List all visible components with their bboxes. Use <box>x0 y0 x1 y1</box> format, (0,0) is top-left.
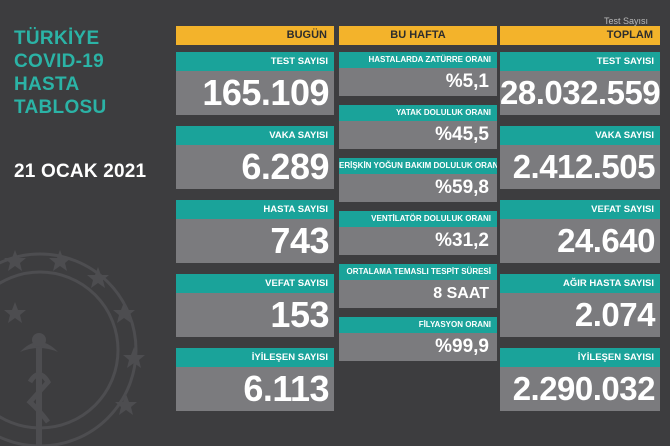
total-case-card: VAKA SAYISI 2.412.505 <box>500 126 660 189</box>
week-ventilator-card: VENTİLATÖR DOLULUK ORANI %31,2 <box>339 211 497 255</box>
today-test-card: TEST SAYISI 165.109 <box>176 52 334 115</box>
card-label: TEST SAYISI <box>500 52 660 71</box>
total-severe-card: AĞIR HASTA SAYISI 2.074 <box>500 274 660 337</box>
today-case-card: VAKA SAYISI 6.289 <box>176 126 334 189</box>
card-value: 8 SAAT <box>339 280 497 308</box>
card-label: VAKA SAYISI <box>176 126 334 145</box>
card-value: 165.109 <box>176 71 334 115</box>
card-value: %45,5 <box>339 121 497 149</box>
today-patient-card: HASTA SAYISI 743 <box>176 200 334 263</box>
card-label: VAKA SAYISI <box>500 126 660 145</box>
page-title: TÜRKİYE COVID-19 HASTA TABLOSU <box>14 27 107 119</box>
card-value: 153 <box>176 293 334 337</box>
total-header: TOPLAM <box>500 26 660 45</box>
today-recovered-card: İYİLEŞEN SAYISI 6.113 <box>176 348 334 411</box>
card-label: HASTALARDA ZATÜRRE ORANI <box>339 52 497 68</box>
card-value: %5,1 <box>339 68 497 96</box>
card-value: 28.032.559 <box>500 71 661 115</box>
today-header: BUGÜN <box>176 26 334 45</box>
card-label: İYİLEŞEN SAYISI <box>500 348 660 367</box>
today-column: BUGÜN TEST SAYISI 165.109 VAKA SAYISI 6.… <box>176 26 334 422</box>
card-value: 743 <box>176 219 334 263</box>
total-recovered-card: İYİLEŞEN SAYISI 2.290.032 <box>500 348 660 411</box>
card-value: %59,8 <box>339 174 497 202</box>
card-value: 2.074 <box>500 293 660 337</box>
card-label: İYİLEŞEN SAYISI <box>176 348 334 367</box>
card-label: VEFAT SAYISI <box>176 274 334 293</box>
total-column: TOPLAM TEST SAYISI 28.032.559 VAKA SAYIS… <box>500 26 661 422</box>
card-label: HASTA SAYISI <box>176 200 334 219</box>
card-label: VENTİLATÖR DOLULUK ORANI <box>339 211 497 227</box>
total-test-card: TEST SAYISI 28.032.559 <box>500 52 661 115</box>
card-label: YATAK DOLULUK ORANI <box>339 105 497 121</box>
week-header: BU HAFTA <box>339 26 497 45</box>
week-pneumonia-card: HASTALARDA ZATÜRRE ORANI %5,1 <box>339 52 497 96</box>
card-value: 24.640 <box>500 219 660 263</box>
week-column: BU HAFTA HASTALARDA ZATÜRRE ORANI %5,1 Y… <box>339 26 497 370</box>
card-value: 6.289 <box>176 145 334 189</box>
card-label: TEST SAYISI <box>176 52 334 71</box>
card-value: 2.412.505 <box>500 145 660 189</box>
week-filiation-card: FİLYASYON ORANI %99,9 <box>339 317 497 361</box>
week-icu-card: ERİŞKİN YOĞUN BAKIM DOLULUK ORANI %59,8 <box>339 158 497 202</box>
report-date: 21 OCAK 2021 <box>14 161 147 182</box>
card-value: %31,2 <box>339 227 497 255</box>
title-line-4: TABLOSU <box>14 97 107 118</box>
title-line-3: HASTA <box>14 74 80 95</box>
title-line-2: COVID-19 <box>14 51 105 72</box>
total-death-card: VEFAT SAYISI 24.640 <box>500 200 660 263</box>
week-contact-card: ORTALAMA TEMASLI TESPİT SÜRESİ 8 SAAT <box>339 264 497 308</box>
card-value: 6.113 <box>176 367 334 411</box>
card-label: ERİŞKİN YOĞUN BAKIM DOLULUK ORANI <box>339 158 497 174</box>
card-value: 2.290.032 <box>500 367 660 411</box>
card-value: %99,9 <box>339 333 497 361</box>
title-line-1: TÜRKİYE <box>14 28 100 49</box>
today-death-card: VEFAT SAYISI 153 <box>176 274 334 337</box>
week-bed-card: YATAK DOLULUK ORANI %45,5 <box>339 105 497 149</box>
card-label: FİLYASYON ORANI <box>339 317 497 333</box>
ministry-of-health-emblem-icon <box>0 250 145 446</box>
watermark-text: Test Sayısı <box>604 16 649 26</box>
card-label: VEFAT SAYISI <box>500 200 660 219</box>
card-label: AĞIR HASTA SAYISI <box>500 274 660 293</box>
card-label: ORTALAMA TEMASLI TESPİT SÜRESİ <box>339 264 497 280</box>
